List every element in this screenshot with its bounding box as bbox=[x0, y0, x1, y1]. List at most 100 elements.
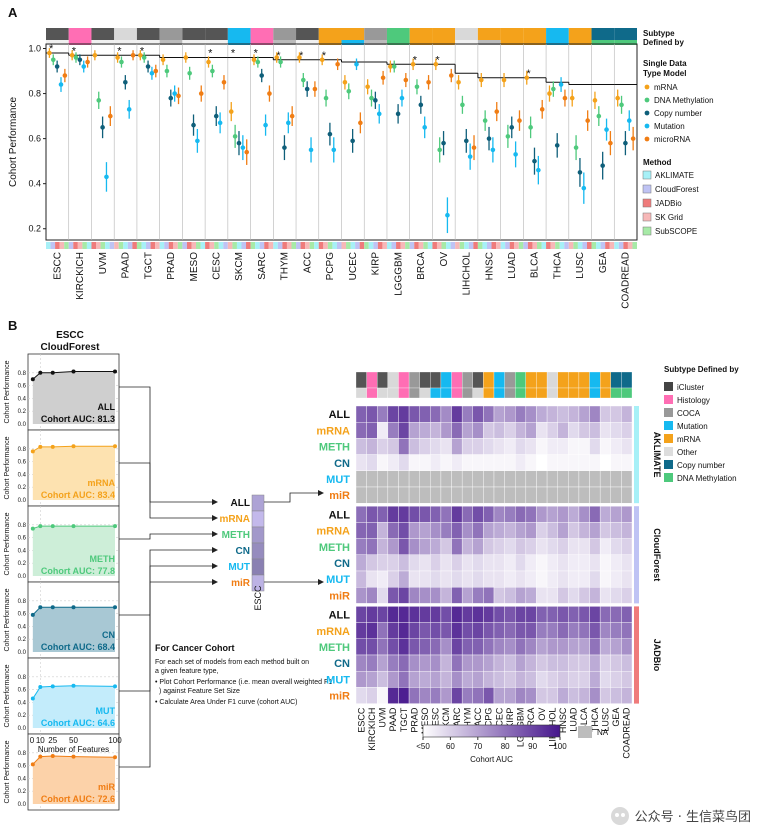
legend-type-label: mRNA bbox=[654, 83, 678, 92]
data-point bbox=[331, 147, 337, 153]
heat-cell bbox=[493, 638, 505, 656]
small-x-label: Number of Features bbox=[38, 745, 109, 754]
heat-cell bbox=[451, 522, 463, 539]
method-cell bbox=[59, 242, 65, 249]
colorbar-label: Cohort AUC bbox=[470, 755, 513, 764]
cohort-box-line: For each set of models from each method … bbox=[155, 659, 309, 666]
heat-cell bbox=[461, 454, 473, 472]
small-y-tick: 0.8 bbox=[18, 751, 27, 757]
heat-cell bbox=[610, 438, 622, 455]
data-point bbox=[342, 79, 348, 85]
method-cell bbox=[423, 242, 428, 249]
heat-cell bbox=[355, 522, 367, 539]
heat-col-label: THYM bbox=[462, 708, 472, 734]
heat-cell bbox=[387, 587, 399, 604]
data-point bbox=[119, 59, 124, 65]
heat-cell bbox=[377, 538, 389, 555]
heat-cell bbox=[515, 671, 527, 688]
heat-cell bbox=[355, 570, 367, 588]
heat-row-label: ALL bbox=[329, 509, 351, 521]
performance-point bbox=[50, 754, 55, 758]
data-point bbox=[96, 98, 102, 103]
connector bbox=[119, 533, 212, 540]
legend-type-label: Copy number bbox=[654, 109, 702, 118]
y-tick-label: 0.2 bbox=[28, 224, 41, 234]
heat-cell bbox=[419, 570, 431, 588]
data-point bbox=[585, 118, 590, 123]
colorbar-tick-label: 100 bbox=[553, 742, 567, 751]
auc-area bbox=[32, 756, 115, 804]
subtype-legend-label: Mutation bbox=[677, 422, 708, 431]
heat-cell bbox=[355, 538, 367, 555]
legend-type-dot bbox=[644, 110, 650, 116]
group-side-bar bbox=[634, 406, 639, 504]
data-point bbox=[100, 125, 105, 130]
method-cell bbox=[418, 242, 424, 249]
significance-star: * bbox=[117, 45, 122, 57]
heat-cell bbox=[419, 538, 431, 555]
heat-cell bbox=[557, 622, 569, 639]
heat-cell bbox=[589, 422, 601, 439]
cohort-label: BRCA bbox=[416, 252, 427, 280]
heat-cell bbox=[461, 405, 473, 423]
data-point bbox=[528, 125, 533, 130]
cohort-label: MESO bbox=[189, 252, 200, 282]
data-point bbox=[255, 59, 261, 65]
legend-type-dot bbox=[644, 123, 650, 129]
heat-cell bbox=[589, 506, 601, 523]
method-cell bbox=[232, 242, 237, 249]
performance-point bbox=[71, 524, 76, 529]
method-cell bbox=[105, 242, 110, 249]
method-cell bbox=[564, 242, 569, 249]
heat-cell bbox=[419, 506, 431, 523]
heat-cell bbox=[377, 486, 389, 504]
subtype-cell bbox=[500, 28, 524, 40]
performance-point bbox=[38, 605, 43, 610]
heat-cell bbox=[377, 687, 389, 704]
data-point bbox=[460, 102, 465, 108]
heat-col-label: GEA bbox=[611, 708, 621, 727]
heat-row-label: mRNA bbox=[316, 526, 350, 538]
method-cell bbox=[355, 242, 360, 249]
method-cell bbox=[377, 242, 383, 249]
heat-cell bbox=[387, 522, 399, 539]
heat-cell bbox=[440, 654, 452, 672]
data-point bbox=[490, 147, 496, 153]
heat-cell bbox=[483, 506, 495, 523]
watermark: 公众号 · 生信菜鸟团 bbox=[610, 806, 751, 825]
heat-cell bbox=[546, 587, 558, 604]
heat-cell bbox=[419, 438, 431, 455]
mid-heat-cell bbox=[251, 574, 265, 592]
heat-cell bbox=[546, 454, 558, 472]
heat-cell bbox=[536, 554, 548, 572]
method-cell bbox=[627, 242, 633, 249]
heat-row-label: MUT bbox=[326, 474, 350, 486]
data-point bbox=[172, 91, 177, 96]
method-cell bbox=[109, 242, 115, 249]
heat-cell bbox=[483, 538, 495, 555]
heat-cell bbox=[408, 486, 420, 504]
heat-cell bbox=[377, 405, 389, 423]
heat-cell bbox=[589, 454, 601, 472]
cohort-auc: Cohort AUC: 64.6 bbox=[41, 718, 115, 728]
colorbar bbox=[422, 724, 561, 738]
small-y-tick: 0.6 bbox=[18, 764, 27, 770]
heat-cell bbox=[589, 570, 601, 588]
legend-type-label: DNA Methylation bbox=[654, 96, 714, 105]
heat-cell bbox=[419, 405, 431, 423]
heat-cell bbox=[610, 506, 622, 523]
heat-subtype-bottom bbox=[355, 387, 367, 399]
heat-cell bbox=[504, 538, 516, 555]
heat-cell bbox=[578, 486, 590, 504]
small-y-label: Cohort Performance bbox=[4, 512, 11, 575]
heat-subtype-bottom bbox=[546, 387, 558, 399]
cohort-label: LIHCHOL bbox=[462, 252, 473, 296]
heat-col-label: BLCA bbox=[579, 708, 589, 732]
heat-cell bbox=[525, 454, 537, 472]
small-y-tick: 0.6 bbox=[18, 536, 27, 542]
subtype-cell bbox=[568, 28, 592, 40]
data-point bbox=[399, 95, 405, 101]
method-cell bbox=[518, 242, 524, 249]
performance-point bbox=[30, 612, 35, 617]
heat-cell bbox=[355, 622, 367, 639]
